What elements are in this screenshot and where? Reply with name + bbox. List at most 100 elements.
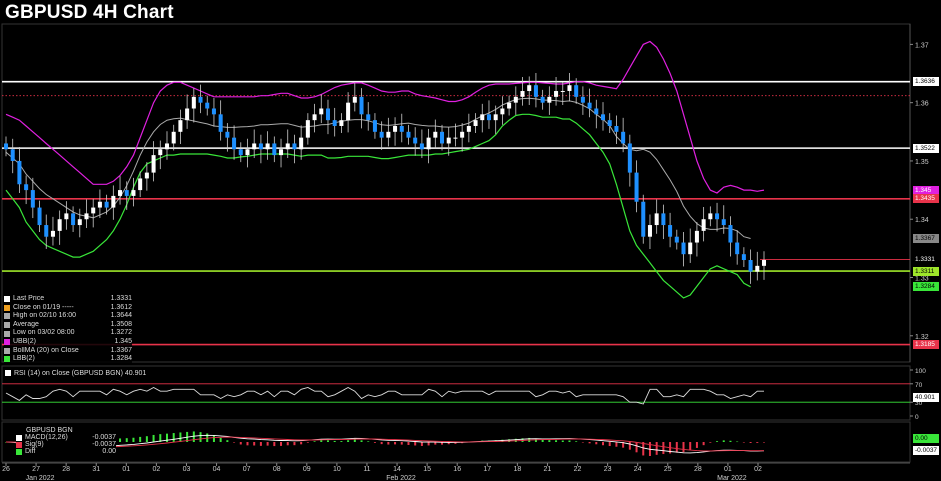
- y-tick-label: 1.35: [915, 159, 929, 166]
- month-label: Feb 2022: [386, 475, 416, 481]
- macd-histogram-bar: [347, 440, 350, 442]
- rsi-panel-frame: [1, 365, 911, 421]
- legend-swatch: [4, 322, 10, 329]
- candle-body: [3, 143, 9, 150]
- macd-histogram-bar: [320, 440, 323, 442]
- macd-histogram-bar: [736, 441, 739, 443]
- legend-value: 1.3612: [110, 303, 132, 311]
- legend-label: LBB(2): [13, 355, 35, 363]
- rsi-label: RSI (14) on Close (GBPUSD BGN) 40.901: [5, 370, 146, 377]
- macd-line: [5, 434, 765, 454]
- macd-histogram-bar: [709, 442, 712, 443]
- macd-histogram-bar: [165, 433, 168, 442]
- x-tick-label: 26: [2, 466, 10, 473]
- x-tick-label: 07: [243, 466, 251, 473]
- candle-body: [71, 213, 76, 226]
- candle-body: [218, 114, 223, 132]
- rsi-tick-label: 70: [915, 382, 923, 389]
- x-tick-label: 08: [273, 466, 281, 473]
- macd-title: GBPUSD BGN: [26, 427, 73, 434]
- lower-bollinger-band: [5, 113, 751, 299]
- candle-body: [728, 225, 733, 243]
- macd-histogram-bar: [266, 442, 269, 446]
- candle-body: [118, 190, 123, 196]
- x-tick-label: 28: [62, 466, 70, 473]
- legend-value: 1.3331: [110, 295, 132, 302]
- macd-histogram-bar: [602, 442, 605, 446]
- candle-body: [64, 213, 69, 220]
- candle-body: [352, 96, 357, 103]
- candle-body: [265, 143, 270, 150]
- candle-body: [111, 195, 116, 208]
- legend-value: 1.3284: [110, 355, 132, 363]
- signal-line: [5, 436, 764, 452]
- x-tick-label: 18: [513, 466, 521, 473]
- macd-histogram-bar: [219, 437, 222, 442]
- x-tick-label: 17: [483, 466, 491, 473]
- macd-histogram-bar: [555, 440, 558, 442]
- legend-label: UBB(2): [13, 337, 36, 345]
- candle-body: [299, 137, 304, 150]
- macd-histogram-bar: [226, 440, 229, 442]
- macd-legend-swatch: [16, 449, 22, 455]
- candle-body: [627, 143, 632, 173]
- candle-body: [346, 102, 351, 121]
- candle-body: [104, 201, 109, 208]
- candle-body: [600, 114, 606, 121]
- rsi-tick-label: 0: [915, 414, 919, 421]
- macd-histogram-bar: [622, 442, 625, 448]
- candle-body: [701, 219, 706, 231]
- rsi-value-tag: 40.901: [913, 392, 939, 402]
- legend-row: High on 02/10 16:00 1.3644: [4, 312, 132, 321]
- candle-body: [688, 242, 693, 255]
- rsi-label-text: RSI (14) on Close (GBPUSD BGN) 40.901: [14, 370, 147, 377]
- y-tick-label: 1.34: [915, 217, 929, 224]
- candle-body: [211, 108, 216, 115]
- candle-body: [272, 143, 277, 156]
- legend-value: 1.3272: [110, 329, 132, 337]
- candle-body: [694, 230, 699, 243]
- candle-body: [533, 85, 538, 97]
- candle-body: [419, 143, 424, 150]
- price-tag: 1.3311: [913, 266, 939, 276]
- candle-body: [138, 178, 143, 191]
- macd-histogram-bar: [293, 442, 296, 446]
- candle-body: [158, 149, 163, 156]
- candle-body: [513, 96, 518, 103]
- candle-body: [245, 149, 250, 156]
- candle-body: [285, 143, 290, 150]
- candle-body: [493, 114, 498, 121]
- macd-histogram-bar: [695, 442, 698, 448]
- macd-histogram-bar: [756, 442, 759, 443]
- x-tick-label: 11: [363, 466, 370, 473]
- candle-body: [252, 143, 257, 150]
- x-tick-label: 21: [544, 466, 552, 473]
- macd-histogram-bar: [742, 442, 745, 443]
- macd-histogram-bar: [360, 440, 363, 442]
- macd-histogram-bar: [273, 442, 276, 447]
- candle-body: [567, 85, 572, 92]
- candle-body: [24, 184, 29, 191]
- horizontal-levels: [2, 80, 910, 346]
- x-tick-label: 02: [754, 466, 762, 473]
- candle-body: [164, 143, 170, 150]
- macd-histogram-bar: [333, 440, 336, 442]
- macd-histogram-bar: [608, 442, 611, 447]
- candle-body: [44, 225, 49, 237]
- candle-body: [413, 137, 418, 144]
- legend-row: UBB(2) 1.345: [4, 338, 132, 347]
- macd-histogram-bar: [340, 441, 343, 442]
- upper-bollinger-band: [5, 40, 765, 194]
- macd-histogram-bar: [682, 442, 685, 453]
- macd-histogram-bar: [253, 442, 256, 446]
- candle-body: [453, 137, 458, 139]
- candle-body: [607, 120, 612, 126]
- candle-body: [674, 236, 679, 243]
- candle-body: [84, 213, 89, 220]
- legend-label: Low on 03/02 08:00: [13, 329, 75, 337]
- x-tick-label: 10: [333, 466, 341, 473]
- candle-body: [715, 213, 720, 220]
- candle-body: [540, 96, 545, 103]
- candle-body: [755, 265, 760, 272]
